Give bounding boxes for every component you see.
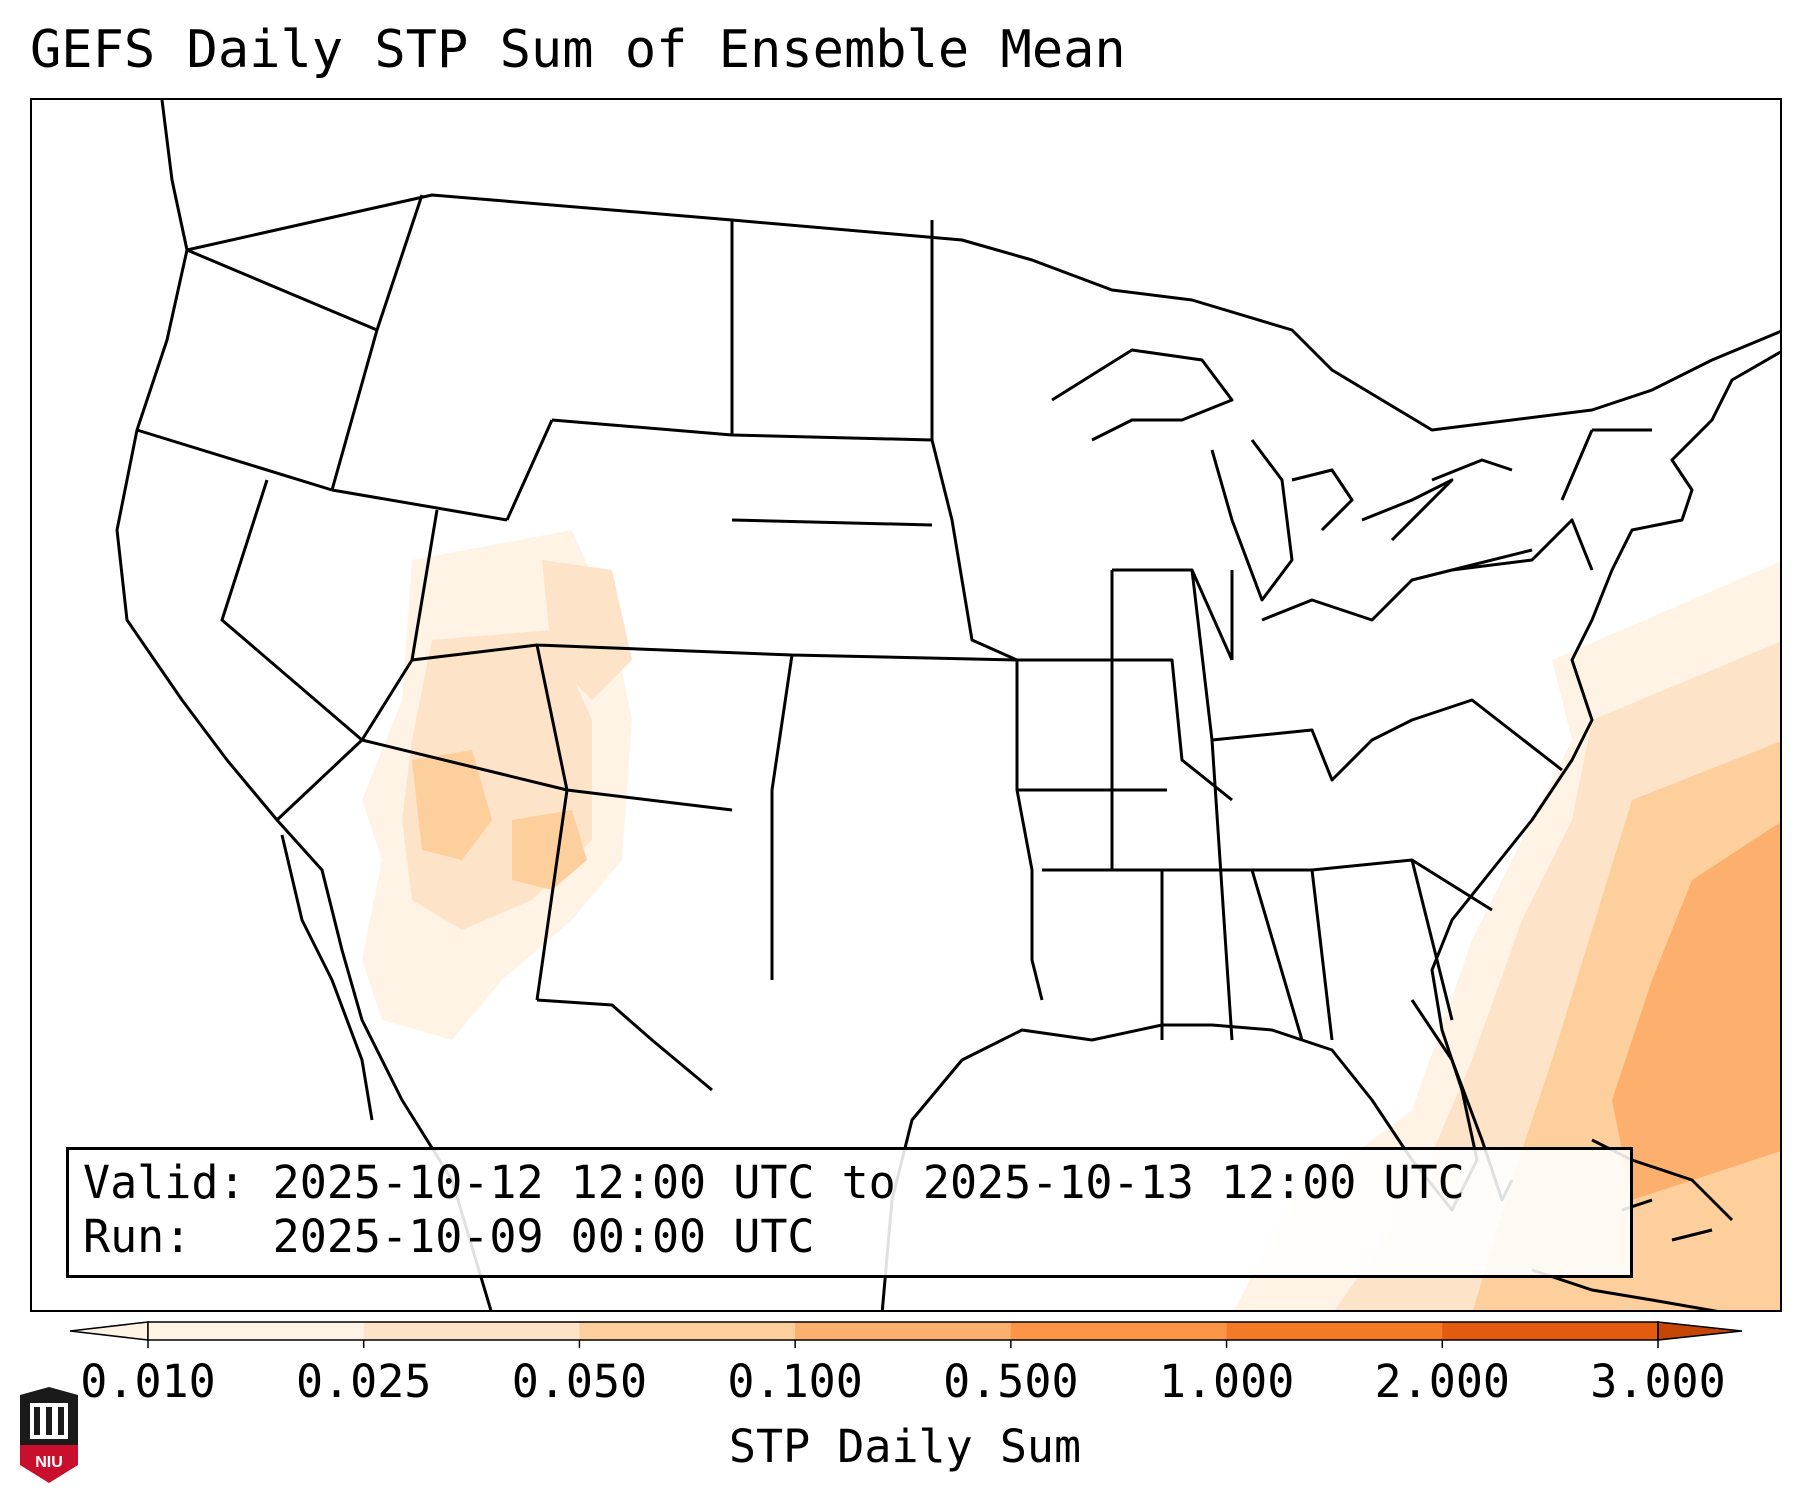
colorbar-extend-high (1657, 1321, 1742, 1341)
coastline (115, 100, 493, 1310)
map-panel (30, 98, 1782, 1312)
colorbar-bin (1010, 1322, 1228, 1340)
stp-region-atlantic-core (1612, 822, 1780, 1200)
run-label: Run: (83, 1210, 192, 1263)
valid-value: 2025-10-12 12:00 UTC to 2025-10-13 12:00… (272, 1156, 1465, 1209)
colorbar-tick-label: 0.010 (80, 1355, 216, 1408)
stp-region-arizona-core (412, 750, 492, 860)
valid-run-info-box: Valid: 2025-10-12 12:00 UTC to 2025-10-1… (66, 1147, 1633, 1278)
valid-row: Valid: 2025-10-12 12:00 UTC to 2025-10-1… (83, 1156, 1616, 1210)
map-svg (115, 100, 1780, 1310)
stp-region-colorado (542, 560, 632, 700)
run-row: Run: 2025-10-09 00:00 UTC (83, 1210, 1616, 1264)
state-lines-west (136, 194, 1018, 1092)
niu-tower-logo: NIU (20, 1387, 78, 1483)
colorbar-tick-label: 0.050 (511, 1355, 648, 1408)
boundaries (115, 100, 1780, 1310)
colorbar-extend-low (70, 1321, 149, 1341)
colorbar-bin (1226, 1322, 1443, 1340)
baja-california (280, 834, 374, 1121)
colorbar-bin (1442, 1322, 1659, 1340)
colorbar-label: STP Daily Sum (728, 1420, 1082, 1473)
canada-border (186, 193, 1780, 432)
page-title: GEFS Daily STP Sum of Ensemble Mean (30, 20, 1126, 80)
stp-region-newmexico-core (512, 810, 587, 890)
colorbar-tick-label: 0.500 (943, 1355, 1079, 1408)
colorbar-tick-label: 0.025 (295, 1355, 432, 1408)
colorbar-tick-label: 1.000 (1158, 1355, 1295, 1408)
stp-field-layer (362, 530, 1780, 1310)
state-lines-central (930, 220, 1652, 1041)
logo-text: NIU (35, 1454, 63, 1471)
colorbar-bin (795, 1322, 1012, 1340)
colorbar-outline (147, 1321, 1659, 1341)
colorbar-bin (363, 1322, 580, 1340)
valid-label: Valid: (83, 1156, 246, 1209)
colorbar-bins (70, 1321, 1742, 1348)
run-value: 2025-10-09 00:00 UTC (272, 1210, 815, 1263)
colorbar-tick-label: 0.100 (727, 1355, 863, 1408)
colorbar-tick-label: 3.000 (1590, 1355, 1726, 1408)
colorbar (70, 1321, 1742, 1348)
colorbar-tick-label: 2.000 (1374, 1355, 1511, 1408)
colorbar-bin (579, 1322, 796, 1340)
cuba-bahamas (1531, 1138, 1734, 1310)
colorbar-bin (148, 1322, 365, 1340)
great-lakes (1051, 348, 1513, 602)
